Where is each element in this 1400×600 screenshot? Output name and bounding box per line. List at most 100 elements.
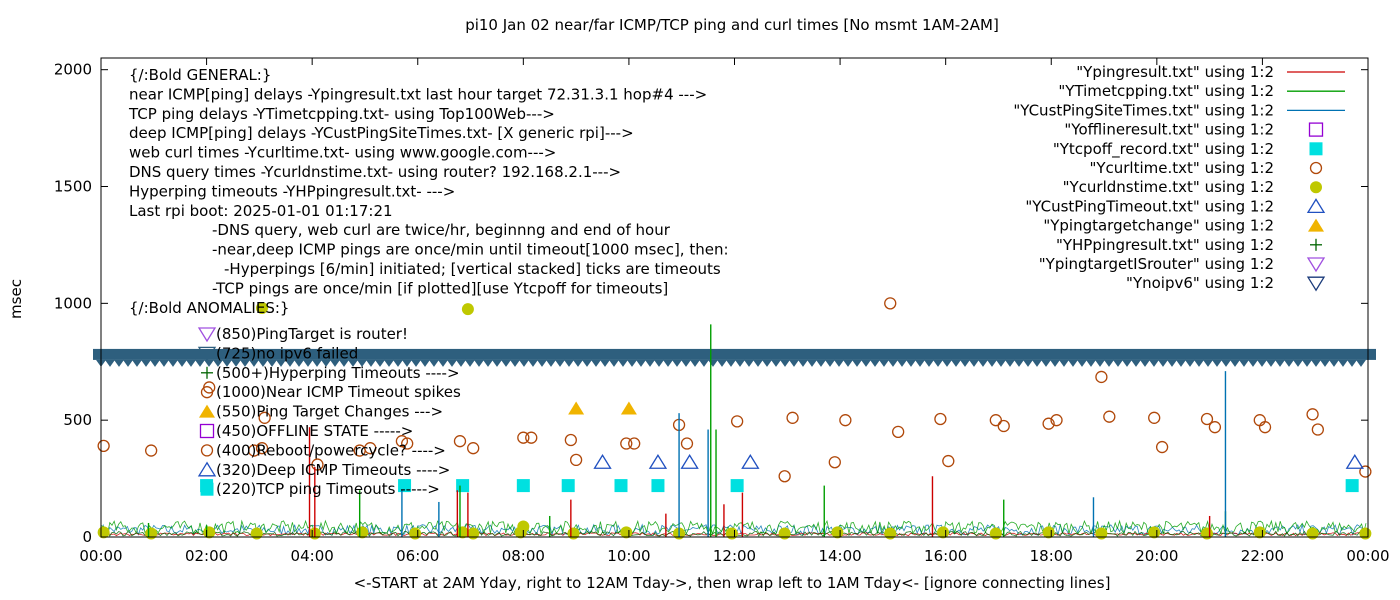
- ynoipv6-marker: [1122, 359, 1132, 367]
- ynoipv6-marker: [645, 359, 655, 367]
- ynoipv6-marker: [1176, 359, 1186, 367]
- data-point: [364, 442, 377, 455]
- data-point: [311, 458, 324, 471]
- annotation-line: {/:Bold GENERAL:}: [129, 66, 271, 84]
- ynoipv6-marker: [744, 359, 754, 367]
- ynoipv6-marker: [1158, 359, 1168, 367]
- legend-marker: [1306, 276, 1326, 292]
- ynoipv6-marker: [1140, 359, 1150, 367]
- ynoipv6-marker: [438, 359, 448, 367]
- annotation-line: web curl times -Ycurltime.txt- using www…: [129, 144, 556, 162]
- ynoipv6-marker: [312, 359, 322, 367]
- data-point: [651, 479, 665, 493]
- x-tick-label: 02:00: [185, 547, 228, 565]
- ynoipv6-marker: [987, 359, 997, 367]
- data-point: [409, 527, 422, 540]
- data-point: [255, 442, 269, 455]
- data-point: [401, 437, 414, 450]
- ynoipv6-marker: [852, 359, 862, 367]
- legend-label: "Ypingtargetchange" using 1:2: [1043, 217, 1274, 235]
- ynoipv6-marker: [735, 359, 745, 367]
- ynoipv6-marker: [393, 359, 403, 367]
- data-point: [648, 453, 668, 469]
- ynoipv6-marker: [447, 359, 457, 367]
- ynoipv6-marker: [366, 359, 376, 367]
- data-point: [525, 431, 538, 444]
- anomaly-marker: [199, 404, 215, 418]
- chart-title: pi10 Jan 02 near/far ICMP/TCP ping and c…: [465, 16, 999, 34]
- ynoipv6-marker: [1068, 359, 1078, 367]
- ynoipv6-band: [93, 348, 1376, 360]
- ynoipv6-marker: [1023, 359, 1033, 367]
- ynoipv6-marker: [519, 359, 529, 367]
- legend-label: "YTimetcpping.txt" using 1:2: [1058, 82, 1274, 100]
- annotation-line: -near,deep ICMP pings are once/min until…: [212, 241, 729, 259]
- ynoipv6-marker: [1221, 359, 1231, 367]
- data-point: [620, 437, 633, 450]
- ynoipv6-marker: [1293, 359, 1303, 367]
- anomaly-label: (725)no ipv6 failed: [216, 344, 358, 362]
- data-point: [680, 437, 694, 450]
- ynoipv6-marker: [960, 359, 970, 367]
- ynoipv6-marker: [420, 359, 430, 367]
- data-point: [1306, 408, 1319, 421]
- data-point: [97, 439, 110, 453]
- legend-label: "Ytcpoff_record.txt" using 1:2: [1053, 140, 1274, 159]
- data-point: [725, 527, 738, 540]
- ynoipv6-marker: [510, 359, 520, 367]
- data-point: [730, 415, 744, 428]
- legend-label: "YCustPingSiteTimes.txt" using 1:2: [1013, 101, 1274, 119]
- ynoipv6-marker: [726, 359, 736, 367]
- anomaly-label: (220)TCP ping Timeouts ----->: [216, 480, 440, 498]
- data-point: [1345, 479, 1359, 493]
- ynoipv6-marker: [204, 359, 214, 367]
- legend-marker: [1308, 218, 1324, 232]
- ynoipv6-marker: [780, 359, 790, 367]
- ynoipv6-marker: [1230, 359, 1240, 367]
- ynoipv6-marker: [690, 359, 700, 367]
- ynoipv6-marker: [1014, 359, 1024, 367]
- ynoipv6-marker: [1077, 359, 1087, 367]
- legend-label: "Ynoipv6" using 1:2: [1126, 274, 1274, 292]
- ynoipv6-marker: [708, 359, 718, 367]
- ynoipv6-marker: [1104, 359, 1114, 367]
- y-tick-label: 500: [63, 411, 92, 429]
- data-point: [989, 527, 1002, 540]
- ynoipv6-marker: [1167, 359, 1177, 367]
- data-point: [778, 470, 791, 483]
- ynoipv6-marker: [1086, 359, 1096, 367]
- data-point: [628, 437, 641, 450]
- ynoipv6-marker: [105, 359, 115, 367]
- ynoipv6-marker: [1149, 359, 1159, 367]
- ynoipv6-marker: [483, 359, 493, 367]
- y-tick-label: 0: [82, 528, 92, 546]
- data-point: [569, 453, 583, 467]
- series-4: [568, 401, 637, 415]
- x-tick-label: 22:00: [1241, 547, 1284, 565]
- y-tick-label: 2000: [54, 61, 92, 79]
- series-5: [93, 348, 1376, 367]
- legend-marker: [1306, 257, 1326, 273]
- ynoipv6-marker: [258, 359, 268, 367]
- anomaly-marker: [200, 482, 214, 496]
- anomaly-label: (500+)Hyperping Timeouts ---->: [216, 364, 460, 382]
- data-point: [730, 479, 744, 493]
- ynoipv6-marker: [717, 359, 727, 367]
- anomaly-label: (450)OFFLINE STATE ----->: [216, 422, 413, 440]
- data-point: [1306, 527, 1319, 540]
- ynoipv6-marker: [123, 359, 133, 367]
- x-tick-label: 00:00: [79, 547, 122, 565]
- data-point: [741, 453, 760, 469]
- ynoipv6-marker: [195, 359, 205, 367]
- legend-marker: [1309, 161, 1323, 175]
- data-point: [1208, 421, 1222, 434]
- ynoipv6-marker: [231, 359, 241, 367]
- ynoipv6-marker: [429, 359, 439, 367]
- data-point: [786, 411, 799, 424]
- ynoipv6-marker: [501, 359, 511, 367]
- ynoipv6-marker: [1347, 359, 1357, 367]
- ynoipv6-marker: [1005, 359, 1015, 367]
- ynoipv6-marker: [636, 359, 646, 367]
- data-point: [620, 401, 637, 415]
- ynoipv6-marker: [1329, 359, 1339, 367]
